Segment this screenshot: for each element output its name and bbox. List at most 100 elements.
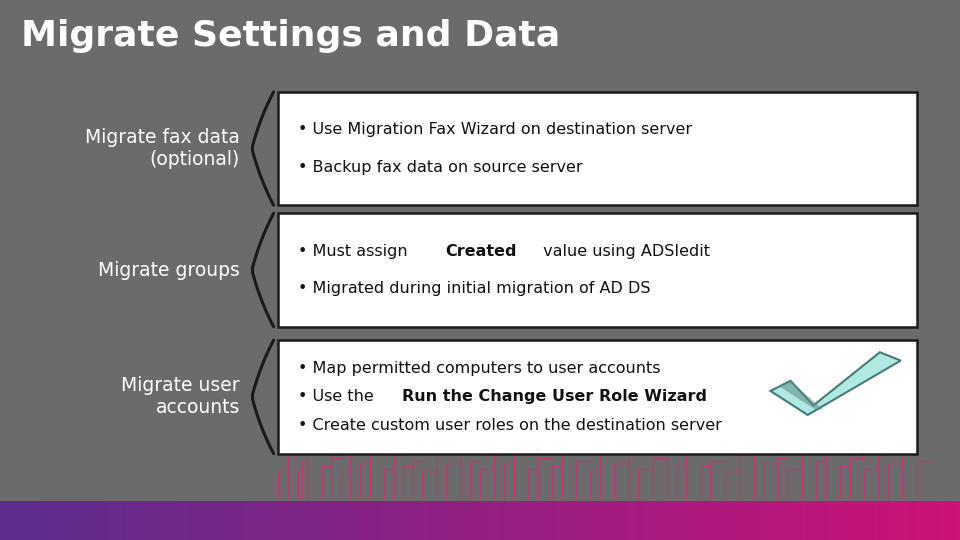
Bar [108, 501, 112, 540]
Bar [576, 501, 579, 540]
Bar [454, 501, 458, 540]
Bar [0, 501, 3, 540]
Text: • Backup fax data on source server: • Backup fax data on source server [298, 160, 582, 175]
Bar [199, 501, 202, 540]
Bar [387, 501, 391, 540]
Bar [631, 501, 634, 540]
Bar [857, 501, 861, 540]
Bar [298, 501, 300, 540]
Text: Created: Created [445, 244, 517, 259]
Bar [182, 501, 185, 540]
Bar [656, 501, 660, 540]
Bar [948, 501, 950, 540]
Bar [358, 501, 362, 540]
Bar [141, 501, 144, 540]
Bar [233, 501, 237, 540]
Polygon shape [771, 352, 900, 415]
Bar [521, 501, 525, 540]
Text: Migrate Settings and Data: Migrate Settings and Data [21, 19, 561, 53]
Text: Run the Change User Role Wizard: Run the Change User Role Wizard [402, 389, 707, 404]
Bar [317, 501, 320, 540]
Bar [272, 501, 276, 540]
Bar [304, 501, 307, 540]
Bar [605, 501, 608, 540]
Bar [509, 501, 512, 540]
Text: Migrate groups: Migrate groups [98, 260, 240, 280]
Bar [70, 501, 74, 540]
Bar [701, 501, 704, 540]
Bar [502, 501, 506, 540]
Bar [291, 501, 295, 540]
Bar [957, 501, 960, 540]
Text: • Map permitted computers to user accounts: • Map permitted computers to user accoun… [298, 361, 660, 376]
Text: Migrate fax data
(optional): Migrate fax data (optional) [85, 128, 240, 169]
Bar [864, 501, 867, 540]
Bar [800, 501, 804, 540]
Bar [660, 501, 662, 540]
Bar [12, 501, 16, 540]
Bar [7, 501, 10, 540]
Bar [828, 501, 832, 540]
Bar [506, 501, 509, 540]
Bar [468, 501, 470, 540]
Bar [871, 501, 874, 540]
Bar [778, 501, 780, 540]
Bar [269, 501, 272, 540]
Bar [458, 501, 461, 540]
Bar [694, 501, 698, 540]
Bar [3, 501, 7, 540]
Bar [909, 501, 912, 540]
Bar [627, 501, 631, 540]
Bar [621, 501, 624, 540]
Bar [93, 501, 96, 540]
Bar [842, 501, 845, 540]
Bar [51, 501, 55, 540]
Bar [634, 501, 636, 540]
Bar [185, 501, 189, 540]
FancyBboxPatch shape [278, 92, 917, 205]
Bar [211, 501, 214, 540]
Bar [112, 501, 115, 540]
Bar [67, 501, 70, 540]
Bar [749, 501, 752, 540]
Bar [598, 501, 602, 540]
Bar [564, 501, 566, 540]
Bar [156, 501, 160, 540]
Bar [266, 501, 269, 540]
Bar [163, 501, 166, 540]
Bar [612, 501, 614, 540]
Bar [115, 501, 118, 540]
Bar [675, 501, 679, 540]
Bar [22, 501, 26, 540]
Text: • Use the: • Use the [298, 389, 378, 404]
Bar [192, 501, 195, 540]
Bar [429, 501, 432, 540]
Bar [189, 501, 192, 540]
Bar [944, 501, 948, 540]
Bar [784, 501, 787, 540]
Bar [384, 501, 387, 540]
Bar [566, 501, 569, 540]
Bar [480, 501, 483, 540]
Bar [451, 501, 454, 540]
Bar [314, 501, 317, 540]
Bar [224, 501, 228, 540]
Bar [176, 501, 180, 540]
Bar [48, 501, 51, 540]
Bar [256, 501, 259, 540]
Bar [727, 501, 730, 540]
Bar [252, 501, 256, 540]
Bar [905, 501, 909, 540]
Bar [636, 501, 640, 540]
Bar [365, 501, 368, 540]
Bar [922, 501, 924, 540]
Bar [876, 501, 880, 540]
Bar [218, 501, 221, 540]
Bar [483, 501, 487, 540]
Bar [195, 501, 199, 540]
Bar [228, 501, 230, 540]
Bar [125, 501, 128, 540]
Bar [679, 501, 682, 540]
Bar [237, 501, 240, 540]
Bar [208, 501, 211, 540]
